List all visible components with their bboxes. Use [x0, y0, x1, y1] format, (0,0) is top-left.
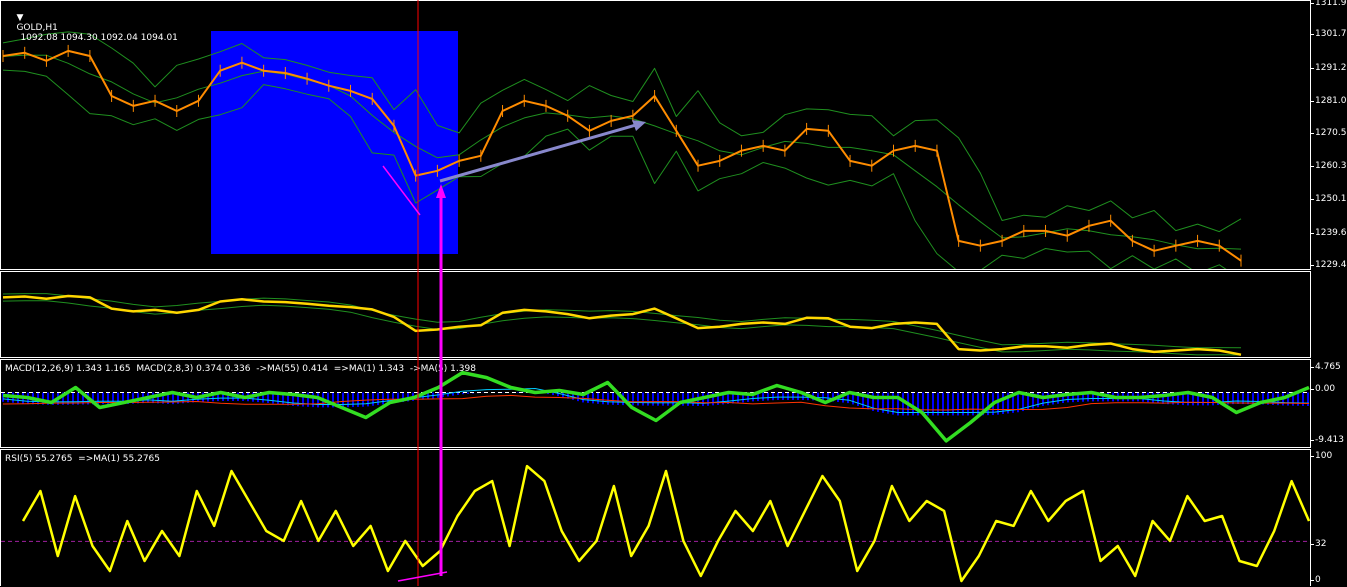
- price-panel[interactable]: ▼ GOLD,H1 1092.08 1094.30 1092.04 1094.0…: [0, 0, 1311, 270]
- price-tick: 1291.2: [1311, 63, 1347, 73]
- price-axis[interactable]: 1311.9 1301.7 1291.2 1281.0 1270.5 1260.…: [1311, 0, 1347, 270]
- price-line: [2, 49, 1242, 262]
- rsi-axis[interactable]: 100 32 0: [1311, 449, 1347, 586]
- triangle-down-icon[interactable]: ▼: [16, 13, 24, 23]
- price-tick: 1270.5: [1311, 128, 1347, 138]
- price-tick: 1301.7: [1311, 29, 1347, 39]
- rsi-label: RSI(5) 55.2765 =>MA(1) 55.2765: [5, 454, 160, 464]
- overlay-upper-band: [2, 293, 1242, 349]
- middle-band-line: [2, 54, 1242, 250]
- price-tick: 1281.0: [1311, 96, 1347, 106]
- rsi-chart: [1, 464, 1310, 583]
- overlay-panel[interactable]: [0, 271, 1311, 358]
- lower-band-line: [2, 69, 1227, 269]
- price-chart: [2, 31, 1242, 269]
- overlay-chart: [2, 293, 1242, 356]
- chart-title: ▼ GOLD,H1 1092.08 1094.30 1092.04 1094.0…: [5, 3, 178, 53]
- rsi-tick: 0: [1311, 575, 1321, 585]
- macd-label: MACD(12,26,9) 1.343 1.165 MACD(2,8,3) 0.…: [5, 364, 476, 374]
- macd-chart: [1, 370, 1310, 443]
- rsi-line: [21, 464, 1310, 583]
- upper-band-line: [2, 31, 1242, 233]
- signal-line: [2, 394, 1310, 411]
- rsi-tick: 100: [1311, 451, 1333, 461]
- price-tick: 1311.9: [1311, 0, 1347, 8]
- highlight-rectangle[interactable]: [211, 31, 458, 254]
- ohlc-values: 1092.08 1094.30 1092.04 1094.01: [20, 33, 178, 43]
- macd-line: [2, 388, 1310, 413]
- symbol-label: GOLD,H1: [16, 23, 58, 33]
- macd-tick: -9.413: [1311, 435, 1345, 445]
- rsi-panel[interactable]: RSI(5) 55.2765 =>MA(1) 55.2765: [0, 449, 1311, 586]
- macd-panel[interactable]: MACD(12,26,9) 1.343 1.165 MACD(2,8,3) 0.…: [0, 359, 1311, 448]
- price-tick: 1239.6: [1311, 228, 1347, 238]
- price-tick: 1260.3: [1311, 161, 1347, 171]
- rsi-tick: 32: [1311, 539, 1327, 549]
- macd-tick: 0.00: [1311, 384, 1336, 394]
- overlay-line: [2, 294, 1242, 356]
- macd-tick: 4.765: [1311, 362, 1341, 372]
- macd-axis[interactable]: 4.765 0.00 -9.413: [1311, 359, 1347, 448]
- overlay-lower-band: [2, 300, 1242, 356]
- macd-fast-line: [2, 370, 1310, 443]
- price-tick: 1229.4: [1311, 260, 1347, 270]
- price-tick: 1250.1: [1311, 194, 1347, 204]
